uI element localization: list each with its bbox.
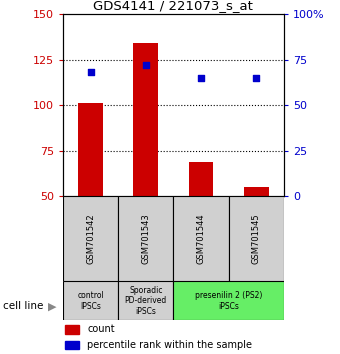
Bar xyxy=(173,281,284,320)
Text: Sporadic
PD-derived
iPSCs: Sporadic PD-derived iPSCs xyxy=(125,286,167,316)
Point xyxy=(198,75,204,81)
Bar xyxy=(244,187,269,196)
Text: GSM701544: GSM701544 xyxy=(197,213,205,264)
Text: GSM701543: GSM701543 xyxy=(141,213,150,264)
Bar xyxy=(133,43,158,196)
Point xyxy=(143,62,149,68)
Bar xyxy=(173,196,228,281)
Text: GSM701542: GSM701542 xyxy=(86,213,95,264)
Bar xyxy=(189,162,214,196)
Bar xyxy=(78,103,103,196)
Bar xyxy=(65,341,80,349)
Text: cell line: cell line xyxy=(3,301,44,311)
Bar xyxy=(118,196,173,281)
Text: presenilin 2 (PS2)
iPSCs: presenilin 2 (PS2) iPSCs xyxy=(195,291,262,310)
Bar xyxy=(63,196,118,281)
Text: percentile rank within the sample: percentile rank within the sample xyxy=(87,340,252,350)
Text: control
IPSCs: control IPSCs xyxy=(77,291,104,310)
Bar xyxy=(118,281,173,320)
Text: count: count xyxy=(87,324,115,335)
Text: GSM701545: GSM701545 xyxy=(252,213,261,264)
Bar xyxy=(228,196,284,281)
Bar xyxy=(63,281,118,320)
Text: ▶: ▶ xyxy=(49,301,57,311)
Bar xyxy=(65,325,80,333)
Point xyxy=(254,75,259,81)
Point xyxy=(88,70,93,75)
Title: GDS4141 / 221073_s_at: GDS4141 / 221073_s_at xyxy=(94,0,253,12)
